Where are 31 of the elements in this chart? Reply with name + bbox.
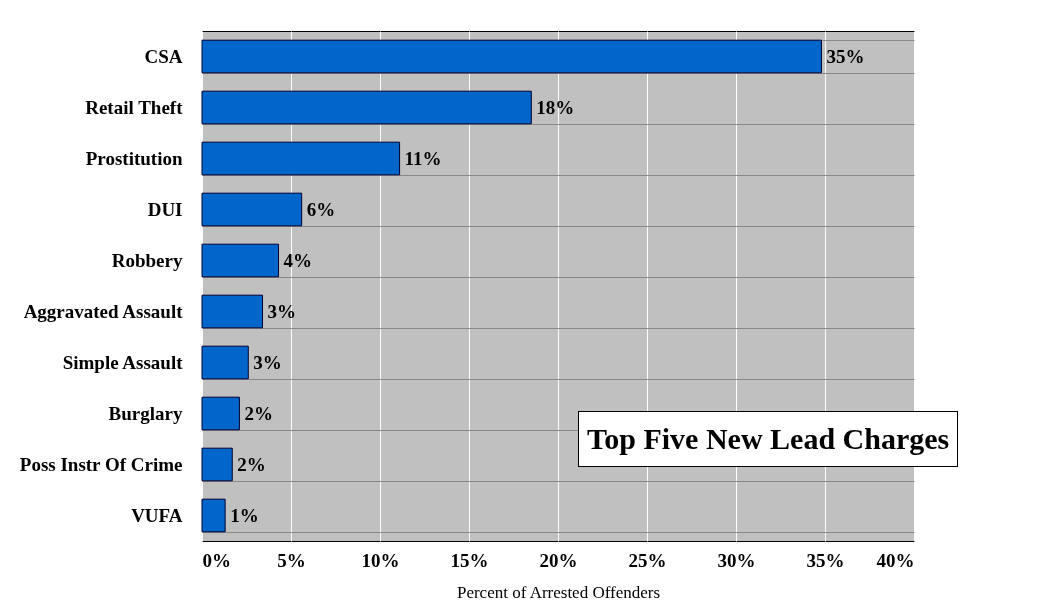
x-axis-title: Percent of Arrested Offenders [456,582,661,602]
x-tick-label: 15% [450,549,489,571]
y-tick-label: Poss Instr Of Crime [19,454,183,475]
y-tick-label: Burglary [108,403,183,424]
y-tick-label: VUFA [131,505,183,526]
x-tick-label: 5% [277,549,306,571]
y-tick-label: CSA [144,46,183,67]
x-tick-label: 40% [876,549,915,571]
data-label: 6% [306,198,336,220]
y-tick-label: Aggravated Assault [23,301,184,322]
x-tick-label: 0% [202,549,231,571]
x-tick-label: 35% [806,549,845,571]
y-tick-label: Retail Theft [85,97,184,118]
data-label: 2% [244,402,273,424]
data-label: 4% [283,249,313,271]
x-tick-label: 25% [628,549,667,571]
data-label: 1% [230,504,259,526]
y-tick-label: Robbery [111,250,183,271]
data-label: 2% [237,453,266,475]
data-label: 18% [536,96,575,118]
annotation: Top Five New Lead Charges [578,411,959,467]
x-tick-label: 10% [361,549,400,571]
y-tick-label: Prostitution [85,148,183,169]
data-label: 3% [253,351,282,373]
data-label: 11% [404,147,442,169]
data-label: 3% [267,300,297,322]
x-tick-label: 30% [717,549,756,571]
y-tick-label: Simple Assault [62,352,184,373]
data-label: 35% [826,45,865,67]
y-tick-label: DUI [147,199,183,220]
x-tick-label: 20% [539,549,578,571]
